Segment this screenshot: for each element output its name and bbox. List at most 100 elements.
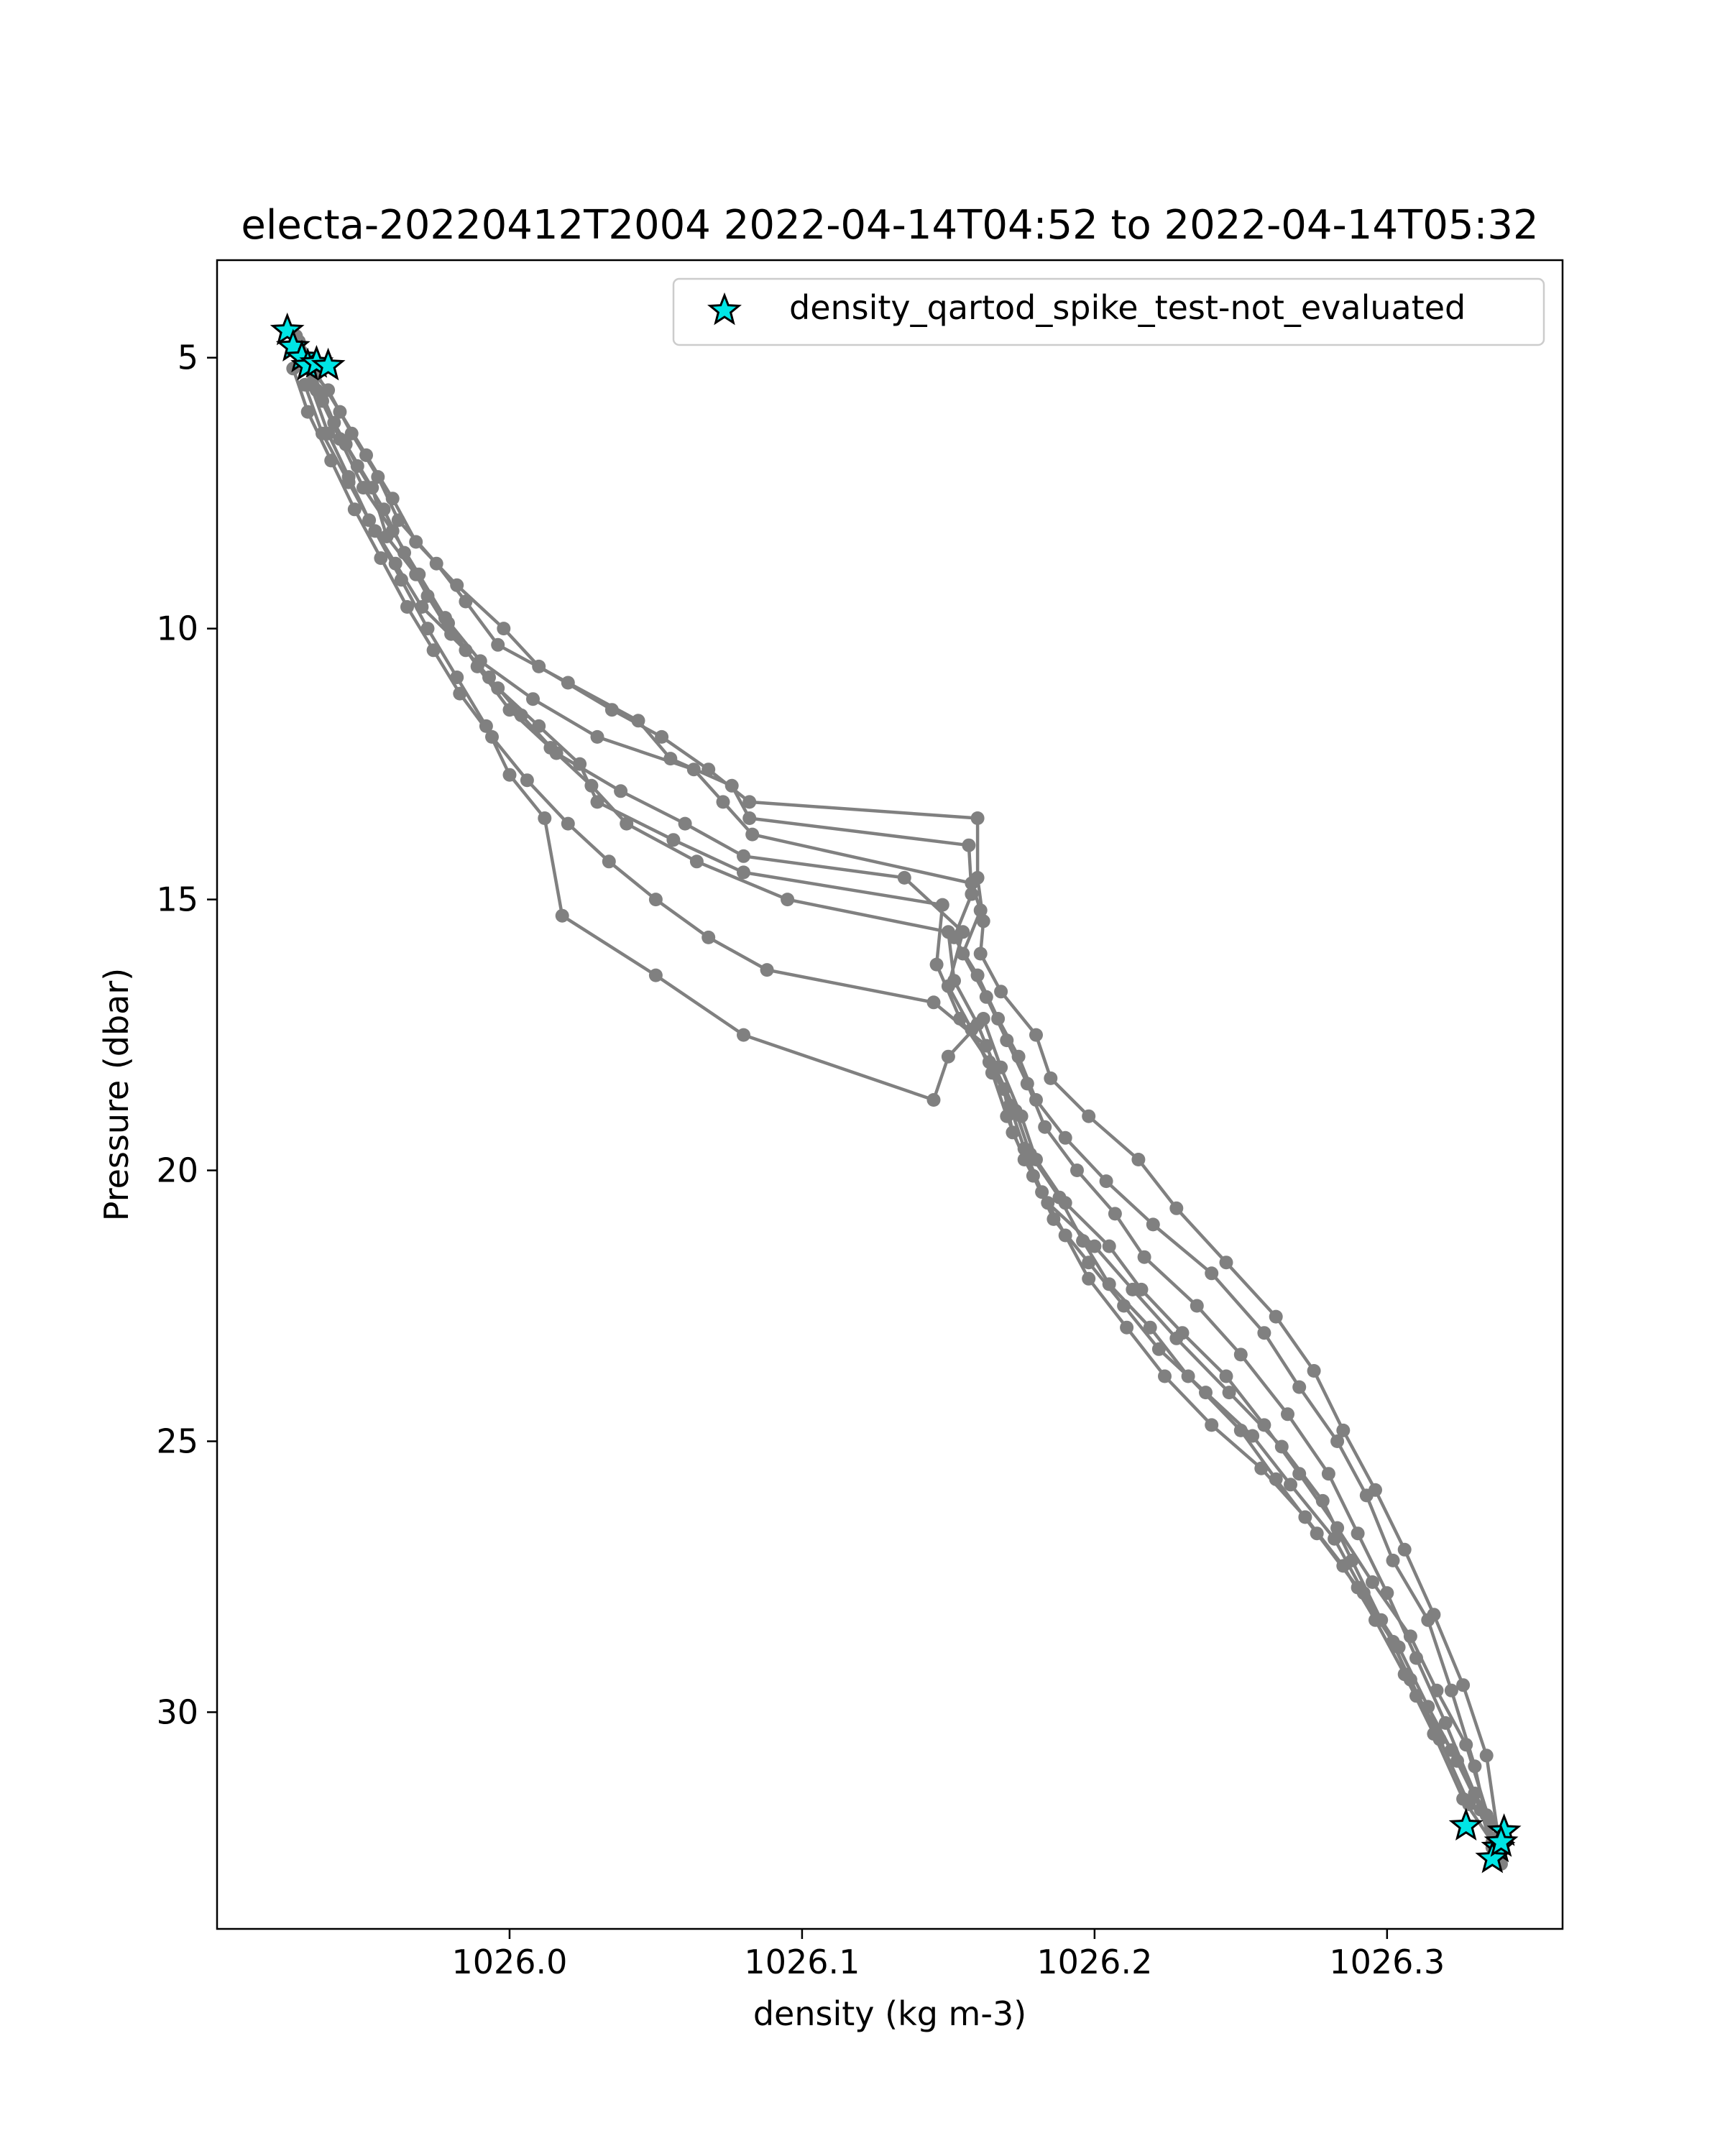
profile-point [1038,1120,1052,1134]
profile-point [1102,1277,1116,1291]
profile-point [394,573,408,587]
profile-point [760,963,774,977]
profile-point [947,974,961,988]
profile-point [429,556,443,571]
profile-point [965,876,979,890]
profile-point [300,405,315,419]
profile-point [1438,1716,1453,1730]
profile-point [1082,1109,1096,1123]
profile-point [1146,1217,1160,1232]
profile-point [1444,1683,1458,1697]
profile-point [1281,1407,1294,1422]
legend-label: density_qartod_spike_test-not_evaluated [789,288,1466,327]
profile-point [532,719,546,733]
y-tick-label: 25 [156,1422,198,1460]
profile-point [1044,1071,1058,1085]
profile-point [502,768,517,782]
chart-title: electa-20220412T2004 2022-04-14T04:52 to… [241,202,1538,249]
profile-point [745,827,760,842]
profile-point [1029,1153,1043,1166]
profile-point [1219,1369,1233,1383]
profile-point [648,893,663,907]
profile-point [555,908,569,923]
profile-point [1321,1467,1335,1481]
profile-point [956,925,970,939]
profile-point [1459,1738,1473,1752]
profile-point [479,719,493,733]
x-tick-label: 1026.1 [744,1943,860,1981]
profile-point [973,946,988,961]
profile-point [979,990,993,1004]
profile-point [573,757,587,771]
profile-point [1246,1429,1260,1443]
profile-point [543,741,558,755]
profile-point [1310,1526,1324,1541]
profile-point [929,957,944,972]
profile-point [737,865,750,880]
legend-star-marker [707,292,742,326]
profile-point [347,502,362,517]
profile-point [526,692,540,706]
profile-point [1046,1212,1061,1226]
y-tick-label: 10 [156,609,198,648]
x-tick-label: 1026.2 [1036,1943,1152,1981]
profile-point [497,622,511,636]
profile-point [1082,1256,1096,1270]
profile-point [412,567,426,581]
profile-point [941,925,955,939]
profile-point [1058,1130,1072,1145]
flag-star-marker [1475,1840,1510,1874]
profile-point [686,763,701,777]
profile-point [1392,1640,1406,1654]
profile-point [1151,1342,1166,1356]
profile-point [321,383,336,397]
profile-point [1421,1700,1435,1714]
profile-point [742,811,757,825]
profile-point [316,426,329,441]
profile-point [1359,1488,1374,1503]
profile-point [1087,1239,1102,1253]
profile-point [1269,1472,1283,1486]
profile-point [298,377,312,392]
profile-point [520,773,534,788]
profile-point [1456,1678,1471,1692]
profile-point [1029,1028,1043,1042]
profile-point [897,870,911,885]
profile-line [303,384,1491,1821]
legend-box [672,277,1545,346]
profile-point [1006,1125,1020,1140]
profile-point [1292,1467,1307,1481]
y-tick-label: 5 [178,338,198,377]
profile-point [702,930,716,944]
profile-point [994,1060,1008,1074]
profile-point [385,524,400,538]
profile-point [1143,1320,1157,1335]
profile-point [341,475,356,489]
profile-point [538,811,552,825]
profile-point [441,616,455,630]
legend: density_qartod_spike_test-not_evaluated [672,277,1545,346]
profile-point [1205,1418,1219,1432]
profile-point [1257,1326,1271,1340]
profile-point [1108,1207,1122,1221]
profile-point [976,914,990,929]
profile-point [1117,1299,1131,1313]
profile-point [590,729,604,744]
profile-point [1000,1033,1014,1048]
profile-point [666,833,681,847]
x-axis: 1026.0 1026.1 1026.2 1026.3 [451,1929,1445,1981]
profile-point [1366,1575,1379,1589]
profile-point [561,816,575,831]
profile-point [1076,1234,1090,1248]
profile-point [1336,1423,1351,1437]
legend-star [707,292,742,326]
profile-point [1058,1196,1072,1210]
profile-point [935,898,949,912]
profile-point [356,481,370,495]
profile-point [1386,1553,1400,1567]
profile-point [1219,1256,1233,1270]
profile-point [678,816,692,831]
profile-point [1222,1386,1236,1400]
